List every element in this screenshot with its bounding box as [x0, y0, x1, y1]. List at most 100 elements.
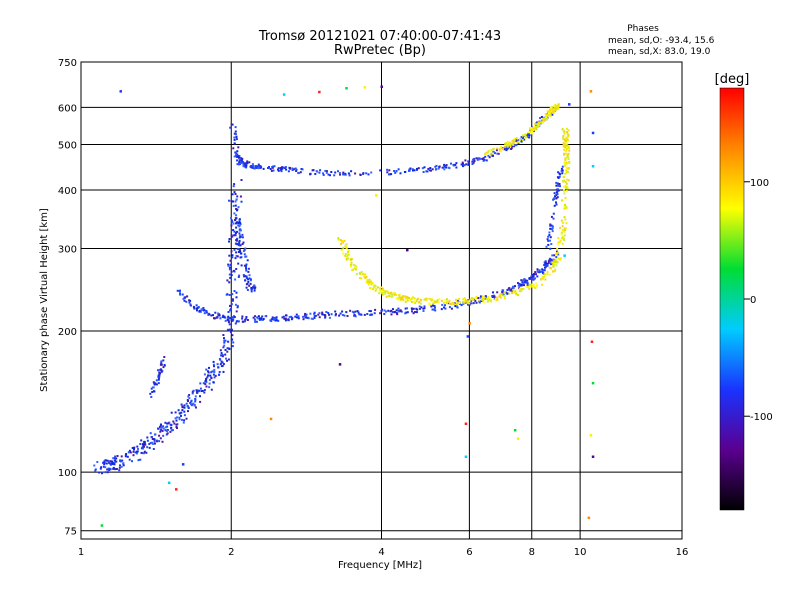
data-point	[559, 173, 562, 176]
data-point	[365, 172, 368, 175]
data-point	[153, 390, 156, 393]
data-point	[532, 129, 535, 131]
data-point	[557, 189, 560, 192]
data-point	[271, 316, 274, 319]
data-point	[334, 171, 337, 174]
data-point	[562, 144, 565, 147]
data-point	[491, 154, 494, 157]
data-point	[493, 151, 495, 154]
data-point	[472, 158, 474, 161]
data-point	[191, 392, 194, 395]
data-point	[233, 290, 236, 292]
data-point	[183, 410, 186, 413]
data-point	[467, 163, 470, 166]
data-point	[506, 145, 509, 148]
data-point	[247, 280, 250, 283]
data-point	[517, 282, 519, 285]
data-point	[205, 311, 208, 314]
data-point	[564, 180, 567, 183]
data-point	[216, 363, 219, 366]
data-point	[410, 301, 413, 303]
data-point	[356, 310, 359, 313]
data-point	[242, 241, 245, 244]
data-point	[223, 344, 226, 347]
data-point	[245, 316, 248, 318]
data-point	[458, 298, 461, 300]
data-point	[487, 150, 490, 152]
data-point	[302, 315, 305, 318]
data-point	[210, 377, 213, 380]
data-point	[525, 136, 528, 138]
data-point	[330, 313, 333, 316]
data-point	[199, 400, 202, 403]
data-point	[421, 167, 424, 170]
data-point	[348, 249, 350, 252]
data-point	[528, 136, 531, 139]
data-point	[471, 163, 474, 165]
data-point	[236, 154, 239, 157]
data-point	[540, 116, 543, 118]
data-point	[151, 442, 154, 445]
y-tick-label: 750	[58, 58, 77, 69]
data-point	[539, 117, 541, 119]
data-point	[413, 300, 415, 303]
data-point	[563, 132, 566, 135]
data-point	[532, 277, 535, 280]
data-point	[104, 471, 107, 474]
data-point	[155, 379, 158, 382]
data-point	[478, 158, 481, 161]
data-point	[482, 298, 485, 300]
data-point	[298, 172, 301, 175]
data-point	[435, 301, 438, 303]
data-point	[337, 238, 340, 241]
data-point	[434, 165, 437, 168]
data-point	[553, 192, 556, 195]
data-point	[204, 380, 207, 383]
data-point	[470, 302, 473, 305]
data-point	[239, 249, 241, 252]
data-point	[549, 114, 552, 117]
data-point	[252, 286, 255, 289]
data-point	[158, 372, 161, 375]
stray-point	[119, 90, 122, 93]
data-point	[489, 149, 492, 152]
data-point	[160, 428, 163, 431]
data-point	[463, 164, 466, 167]
data-point	[232, 222, 235, 225]
data-point	[386, 290, 389, 293]
data-point	[142, 444, 145, 447]
data-point	[258, 165, 260, 168]
data-point	[411, 168, 414, 171]
data-point	[261, 315, 264, 318]
data-point	[193, 307, 196, 310]
data-point	[256, 165, 259, 168]
data-point	[445, 164, 448, 167]
data-point	[450, 162, 452, 165]
data-point	[237, 262, 240, 265]
data-point	[141, 443, 144, 446]
data-point	[557, 253, 560, 256]
data-point	[568, 149, 571, 152]
data-point	[162, 427, 165, 430]
data-point	[238, 155, 241, 157]
data-point	[561, 165, 564, 168]
data-point	[330, 171, 333, 173]
data-point	[230, 274, 233, 277]
stray-point	[589, 434, 593, 437]
data-point	[149, 432, 152, 435]
data-point	[546, 118, 548, 121]
y-tick-label: 200	[58, 327, 77, 338]
data-point	[496, 298, 499, 301]
data-point	[555, 191, 558, 194]
data-point	[393, 293, 396, 296]
data-point	[135, 450, 138, 453]
data-point	[412, 169, 414, 172]
data-point	[516, 141, 519, 144]
data-point	[240, 256, 243, 259]
data-point	[511, 140, 514, 142]
data-point	[350, 258, 353, 261]
data-point	[568, 162, 571, 165]
data-point	[231, 338, 234, 341]
data-point	[273, 165, 276, 168]
data-point	[458, 301, 461, 304]
